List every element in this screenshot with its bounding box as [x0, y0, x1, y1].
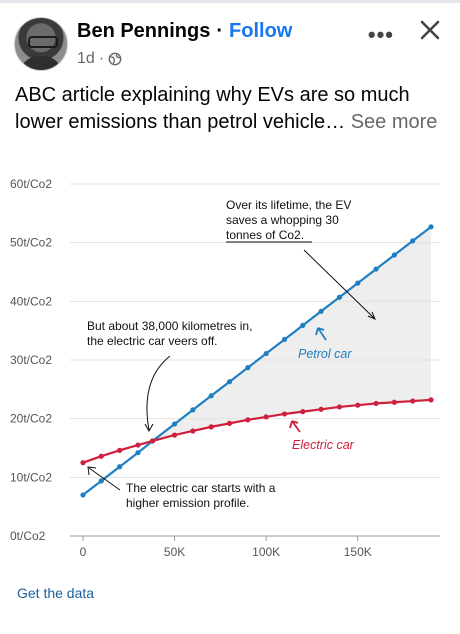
annotation-savings: Over its lifetime, the EV saves a whoppi…: [226, 198, 355, 242]
separator-dot: ·: [216, 20, 224, 42]
data-point-electric: [373, 400, 379, 407]
annotation-savings-arrow: [303, 249, 375, 319]
x-tick-label: 0: [80, 545, 87, 559]
annotation-crossover: But about 38,000 kilometres in, the elec…: [87, 319, 256, 348]
data-point-electric: [391, 399, 397, 405]
y-tick-label: 40t/Co2: [10, 294, 52, 308]
data-point-electric: [190, 428, 196, 434]
data-point-petrol: [281, 336, 288, 343]
data-point-electric: [245, 417, 251, 423]
data-point-petrol: [300, 322, 306, 328]
data-point-electric: [355, 402, 361, 408]
annotation-crossover-arrow: [146, 355, 171, 431]
post-body: ABC article explaining why EVs are so mu…: [15, 84, 410, 133]
data-point-electric: [117, 447, 123, 453]
get-the-data-link[interactable]: Get the data: [17, 585, 95, 601]
data-point-electric: [281, 411, 288, 417]
series-label-electric: Electric car: [292, 438, 355, 452]
avatar-shoulders: [19, 56, 63, 70]
annotation-start: The electric car starts with a higher em…: [126, 481, 279, 510]
data-point-petrol: [98, 478, 104, 484]
author-name[interactable]: Ben Pennings: [77, 20, 211, 42]
y-tick-label: 50t/Co2: [10, 236, 52, 250]
more-options-icon[interactable]: •••: [367, 22, 394, 47]
data-point-petrol: [336, 294, 343, 300]
electric-label-arrow: [289, 420, 301, 433]
arrowhead-start: [87, 466, 97, 476]
data-point-petrol: [391, 252, 397, 258]
top-divider: [0, 0, 460, 3]
post-meta: 1d ·: [77, 50, 122, 68]
avatar-glasses: [28, 36, 58, 48]
follow-button[interactable]: Follow: [229, 20, 293, 42]
data-point-electric: [208, 424, 214, 430]
data-point-petrol: [373, 266, 379, 272]
globe-icon: [108, 52, 122, 66]
data-point-petrol: [263, 350, 269, 357]
meta-dot: ·: [98, 50, 105, 67]
data-point-petrol: [410, 238, 416, 244]
y-tick-label: 0t/Co2: [10, 529, 46, 543]
arrowhead-savings: [367, 311, 376, 320]
series-line-petrol: [82, 225, 432, 496]
data-point-petrol: [318, 308, 324, 314]
y-tick-label: 60t/Co2: [10, 177, 52, 191]
data-point-electric: [300, 409, 306, 415]
avatar[interactable]: [14, 17, 68, 71]
emissions-chart: 0t/Co2 10t/Co2 20t/Co2 30t/Co2 40t/Co2 50t/Co…: [0, 160, 460, 580]
data-point-electric: [98, 453, 104, 459]
data-point-electric: [150, 438, 156, 444]
data-point-electric: [428, 397, 434, 403]
y-tick-label: 10t/Co2: [10, 470, 52, 484]
data-point-electric: [80, 460, 86, 466]
data-point-petrol: [171, 421, 178, 427]
arrowhead-crossover: [144, 423, 154, 433]
x-tick-label: 50K: [164, 545, 185, 559]
y-tick-label: 30t/Co2: [10, 353, 52, 367]
x-tick-label: 100K: [252, 545, 280, 559]
data-point-electric: [318, 406, 324, 412]
data-point-petrol: [135, 450, 141, 456]
post-time[interactable]: 1d: [77, 50, 95, 67]
data-point-electric: [171, 432, 178, 438]
close-icon[interactable]: [416, 16, 444, 44]
data-point-electric: [263, 414, 269, 420]
data-point-petrol: [428, 224, 434, 230]
x-tick-label: 150K: [344, 545, 372, 559]
annotation-start-arrow: [88, 467, 121, 491]
data-point-petrol: [208, 393, 214, 399]
data-point-electric: [135, 442, 141, 448]
data-point-petrol: [117, 464, 123, 470]
y-tick-label: 20t/Co2: [10, 412, 52, 426]
see-more-link[interactable]: See more: [350, 111, 438, 133]
data-point-petrol: [226, 379, 233, 385]
chart-svg: 0t/Co2 10t/Co2 20t/Co2 30t/Co2 40t/Co2 50t/Co…: [10, 177, 440, 559]
petrol-label-arrow: [315, 327, 327, 341]
data-point-electric: [410, 398, 416, 404]
name-row: Ben Pennings · Follow: [77, 20, 292, 43]
post-header: Ben Pennings · Follow 1d · •••: [14, 14, 446, 74]
data-point-petrol: [245, 365, 251, 371]
series-label-petrol: Petrol car: [298, 347, 352, 361]
data-point-petrol: [355, 280, 361, 286]
data-point-petrol: [80, 492, 86, 498]
data-point-petrol: [190, 407, 196, 413]
data-point-electric: [226, 420, 233, 426]
data-point-electric: [336, 404, 343, 410]
post-text: ABC article explaining why EVs are so mu…: [15, 82, 447, 136]
